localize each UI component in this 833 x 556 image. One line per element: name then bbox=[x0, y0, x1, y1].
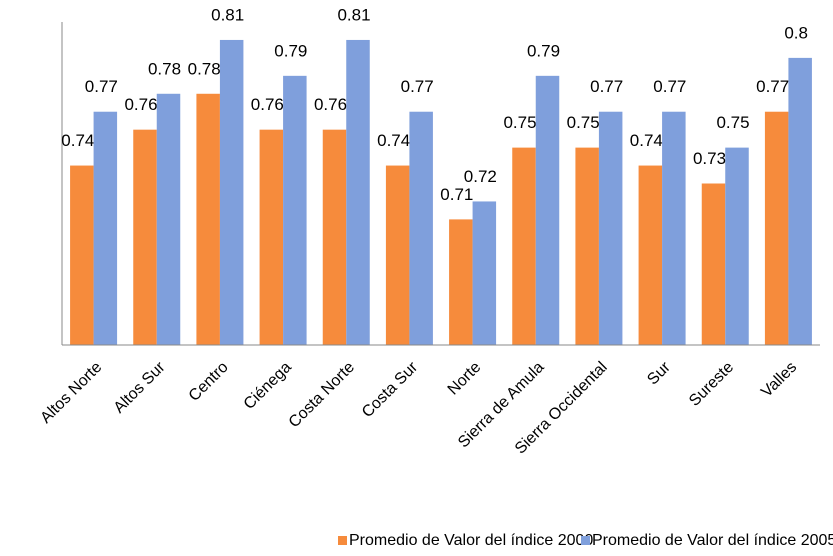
data-label: 0.81 bbox=[337, 5, 370, 24]
x-tick-label: Costa Norte bbox=[286, 359, 358, 431]
data-label: 0.77 bbox=[85, 77, 118, 96]
bar bbox=[133, 129, 157, 345]
bar bbox=[512, 147, 536, 345]
bar bbox=[598, 111, 623, 345]
bar bbox=[701, 183, 726, 345]
x-tick-label: Centro bbox=[186, 359, 232, 405]
legend-label: Promedio de Valor del índice 2000 bbox=[349, 532, 593, 549]
x-tick-label: Sureste bbox=[686, 359, 737, 410]
bar bbox=[638, 165, 663, 345]
bar bbox=[725, 147, 749, 345]
data-label: 0.74 bbox=[377, 131, 410, 150]
data-label: 0.77 bbox=[653, 77, 686, 96]
data-label: 0.76 bbox=[124, 95, 157, 114]
bar bbox=[196, 93, 220, 346]
x-tick-label: Norte bbox=[445, 359, 485, 399]
x-tick-label: Costa Sur bbox=[359, 358, 422, 421]
bar bbox=[662, 111, 686, 345]
bar bbox=[472, 201, 497, 345]
x-tick-label: Ciénega bbox=[241, 359, 295, 413]
data-label: 0.76 bbox=[314, 95, 347, 114]
x-tick-label: Valles bbox=[758, 359, 800, 401]
data-label: 0.72 bbox=[464, 167, 497, 186]
data-label: 0.79 bbox=[274, 41, 307, 60]
x-tick-label: Altos Norte bbox=[37, 359, 105, 427]
data-label: 0.76 bbox=[251, 95, 284, 114]
data-label: 0.74 bbox=[630, 131, 663, 150]
bar bbox=[93, 111, 118, 345]
bar bbox=[259, 129, 284, 345]
bar bbox=[788, 57, 812, 346]
bar bbox=[575, 147, 599, 345]
x-tick-label: Altos Sur bbox=[111, 358, 169, 416]
data-label: 0.8 bbox=[784, 23, 808, 42]
bar bbox=[385, 165, 410, 345]
data-label: 0.78 bbox=[148, 59, 181, 78]
legend-swatch bbox=[581, 536, 590, 545]
data-label: 0.71 bbox=[440, 185, 473, 204]
data-label: 0.75 bbox=[716, 113, 749, 132]
data-label: 0.75 bbox=[567, 113, 600, 132]
legend-label: Promedio de Valor del índice 2005 bbox=[592, 532, 833, 549]
bar bbox=[409, 111, 433, 345]
data-label: 0.74 bbox=[61, 131, 94, 150]
bar bbox=[764, 111, 789, 345]
bar bbox=[70, 165, 94, 345]
bar bbox=[283, 75, 307, 345]
data-label: 0.77 bbox=[756, 77, 789, 96]
data-label: 0.77 bbox=[401, 77, 434, 96]
bar bbox=[535, 75, 560, 345]
bar bbox=[346, 39, 370, 345]
data-label: 0.78 bbox=[188, 59, 221, 78]
data-label: 0.81 bbox=[211, 5, 244, 24]
bar bbox=[449, 219, 473, 345]
bar bbox=[219, 39, 244, 345]
data-label: 0.75 bbox=[503, 113, 536, 132]
bar bbox=[156, 93, 181, 346]
data-label: 0.77 bbox=[590, 77, 623, 96]
bar bbox=[322, 129, 347, 345]
data-label: 0.79 bbox=[527, 41, 560, 60]
x-tick-label: Sur bbox=[644, 358, 674, 388]
legend-swatch bbox=[338, 536, 347, 545]
data-label: 0.73 bbox=[693, 149, 726, 168]
